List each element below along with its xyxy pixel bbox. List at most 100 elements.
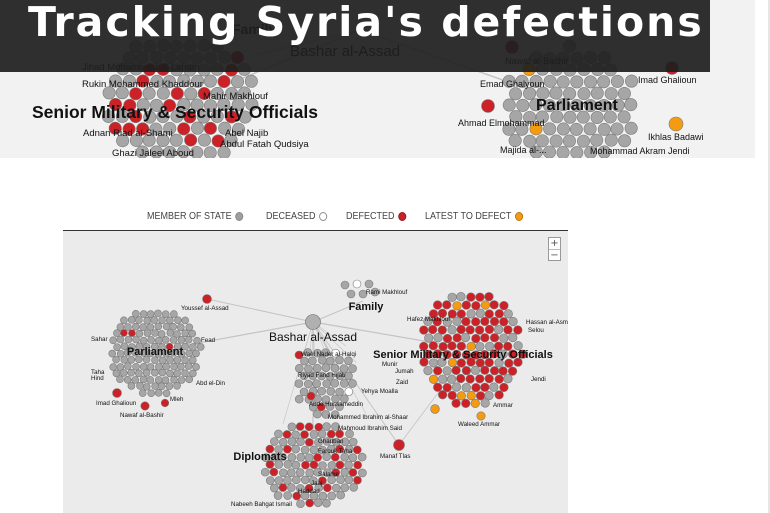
- network-graph-svg[interactable]: Parliament Family Bashar al-Assad Senior Mi…: [63, 231, 568, 513]
- parliament-node[interactable]: [184, 335, 193, 344]
- military-node[interactable]: [470, 365, 481, 375]
- parliament-node[interactable]: [135, 369, 143, 378]
- diplomats-node[interactable]: [274, 429, 283, 439]
- military-node[interactable]: [456, 324, 466, 335]
- diplomats-node[interactable]: [283, 491, 292, 500]
- banner-military-node[interactable]: [136, 74, 150, 88]
- parliament-node[interactable]: [162, 349, 171, 358]
- military-node[interactable]: [494, 325, 504, 335]
- banner-military-node[interactable]: [170, 109, 184, 123]
- banner-parliament-node[interactable]: [529, 145, 543, 158]
- diplomats-node[interactable]: [278, 468, 288, 478]
- banner-parliament-node[interactable]: [529, 74, 543, 88]
- military-node[interactable]: [456, 309, 466, 319]
- military-node[interactable]: [465, 325, 475, 335]
- diplomats-node[interactable]: [322, 452, 331, 461]
- government-node[interactable]: [335, 355, 344, 365]
- network-graph[interactable]: Parliament Family Bashar al-Assad Senior Mi…: [63, 231, 568, 513]
- diplomats-node[interactable]: [318, 491, 328, 501]
- banner-parliament-node[interactable]: [576, 110, 590, 124]
- banner-parliament-node[interactable]: [542, 145, 556, 158]
- banner-parliament-node[interactable]: [610, 122, 624, 136]
- diplomats-node[interactable]: [278, 452, 287, 462]
- parliament-node[interactable]: [173, 382, 181, 390]
- banner-military-node[interactable]: [129, 110, 143, 124]
- diplomats-node[interactable]: [287, 483, 296, 492]
- military-node[interactable]: [442, 349, 452, 360]
- diplomats-node[interactable]: [305, 468, 315, 478]
- banner-parliament-node[interactable]: [550, 110, 564, 124]
- parliament-node[interactable]: [166, 369, 174, 378]
- parliament-node[interactable]: [154, 322, 163, 331]
- banner-military-node[interactable]: [156, 134, 170, 148]
- government-node[interactable]: [335, 371, 345, 381]
- banner-parliament-node[interactable]: [569, 122, 583, 136]
- parliament-node[interactable]: [176, 323, 185, 332]
- military-node[interactable]: [438, 342, 448, 352]
- diplomats-node[interactable]: [300, 491, 310, 500]
- parliament-node[interactable]: [146, 363, 155, 371]
- parliament-node[interactable]: [162, 389, 171, 398]
- government-node[interactable]: [313, 409, 322, 419]
- diplomats-node[interactable]: [270, 483, 279, 493]
- military-node[interactable]: [419, 341, 429, 351]
- diplomats-node[interactable]: [265, 444, 275, 454]
- government-node[interactable]: [330, 363, 340, 373]
- parliament-node[interactable]: [123, 376, 132, 384]
- military-node[interactable]: [466, 357, 476, 367]
- parliament-node[interactable]: [142, 383, 151, 391]
- military-node[interactable]: [452, 316, 462, 326]
- parliament-node[interactable]: [158, 343, 166, 351]
- parliament-node[interactable]: [132, 309, 140, 318]
- military-node[interactable]: [423, 349, 434, 359]
- diplomats-node[interactable]: [287, 437, 297, 446]
- banner-military-node[interactable]: [238, 86, 252, 100]
- military-node[interactable]: [480, 398, 490, 408]
- banner-parliament-node[interactable]: [584, 145, 598, 158]
- military-node[interactable]: [475, 374, 485, 384]
- military-node[interactable]: [471, 317, 481, 327]
- diplomats-node[interactable]: [330, 452, 340, 462]
- military-node[interactable]: [433, 300, 443, 310]
- parliament-node[interactable]: [135, 355, 143, 364]
- military-node[interactable]: [475, 341, 485, 352]
- banner-military-node[interactable]: [218, 121, 232, 135]
- banner-military-node[interactable]: [184, 133, 198, 147]
- military-node[interactable]: [419, 357, 429, 367]
- banner-parliament-node[interactable]: [570, 98, 584, 112]
- diplomats-node[interactable]: [300, 475, 310, 485]
- military-node[interactable]: [442, 366, 452, 376]
- military-node[interactable]: [508, 316, 518, 327]
- military-node[interactable]: [466, 309, 476, 319]
- parliament-node[interactable]: [142, 355, 151, 364]
- banner-parliament-node[interactable]: [502, 74, 516, 88]
- diplomats-node[interactable]: [348, 468, 358, 477]
- diplomats-node[interactable]: [309, 430, 319, 439]
- banner-parliament-node[interactable]: [603, 110, 617, 124]
- military-node[interactable]: [484, 341, 495, 351]
- parliament-node[interactable]: [124, 323, 132, 331]
- diplomats-node[interactable]: [344, 475, 354, 485]
- military-node[interactable]: [423, 316, 433, 326]
- parliament-node[interactable]: [143, 316, 151, 325]
- diplomats-node[interactable]: [326, 444, 336, 454]
- military-node[interactable]: [503, 341, 513, 351]
- parliament-node[interactable]: [173, 369, 181, 378]
- parliament-node[interactable]: [165, 382, 174, 390]
- banner-military-node[interactable]: [162, 75, 176, 89]
- diplomats-node[interactable]: [353, 475, 362, 485]
- military-node[interactable]: [480, 365, 490, 375]
- diplomats-node[interactable]: [274, 445, 283, 454]
- parliament-node[interactable]: [127, 355, 136, 364]
- parliament-node[interactable]: [127, 316, 136, 324]
- government-node[interactable]: [299, 371, 309, 381]
- parliament-node[interactable]: [120, 316, 128, 325]
- parliament-node[interactable]: [139, 323, 147, 331]
- parliament-node[interactable]: [120, 342, 129, 351]
- military-node[interactable]: [489, 382, 499, 392]
- banner-military-node[interactable]: [217, 146, 231, 158]
- banner-military-node[interactable]: [177, 74, 191, 88]
- diplomats-node[interactable]: [304, 422, 314, 432]
- banner-parliament-node[interactable]: [556, 75, 570, 89]
- parliament-node[interactable]: [136, 382, 144, 390]
